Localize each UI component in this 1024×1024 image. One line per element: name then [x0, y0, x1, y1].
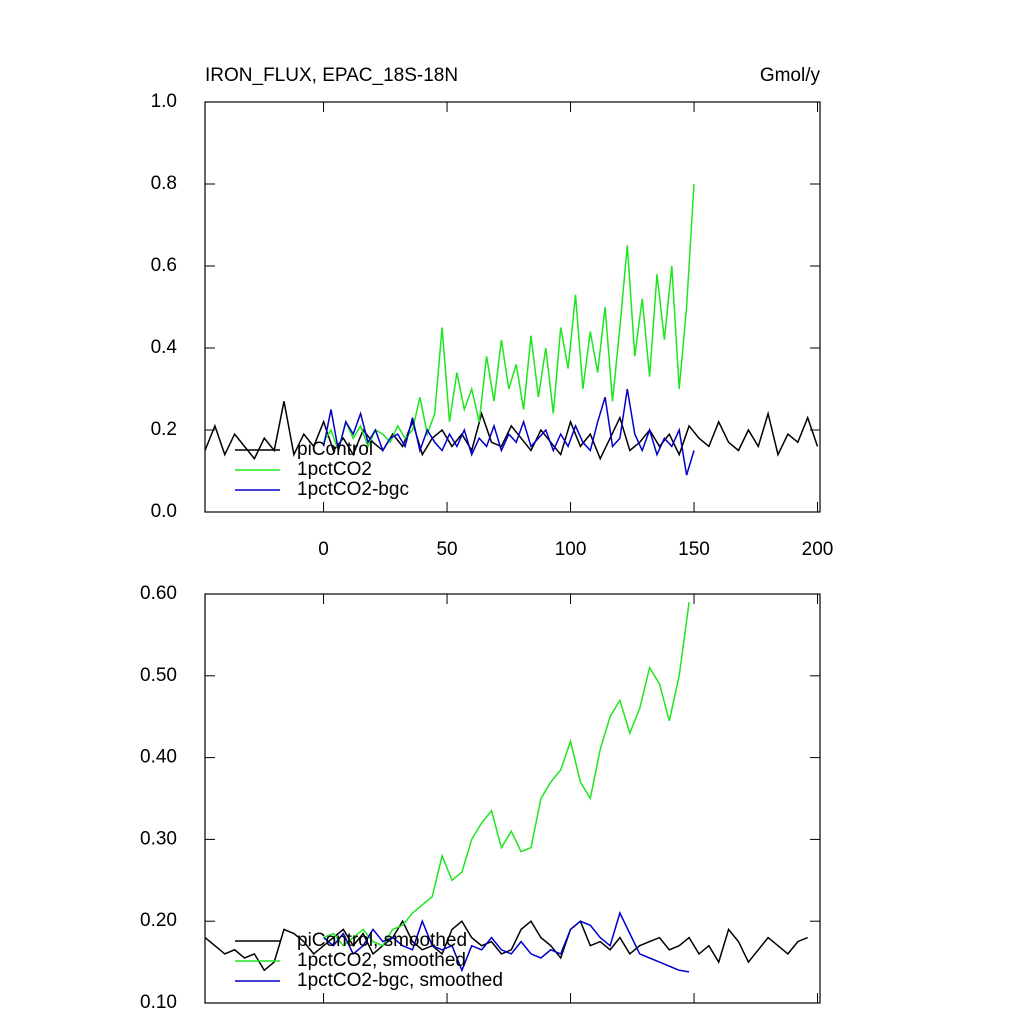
y-tick-label: 0.8 — [151, 173, 177, 194]
x-tick-label: 150 — [678, 539, 710, 560]
y-tick-label: 0.4 — [151, 337, 178, 358]
y-tick-label: 0.20 — [140, 910, 177, 931]
y-tick-label: 0.6 — [151, 255, 177, 276]
legend-label: 1pctCO2, smoothed — [297, 950, 466, 971]
plot-frame — [204, 101, 821, 513]
series-line — [204, 401, 819, 461]
x-tick-label: 0 — [318, 539, 329, 560]
series-line — [323, 910, 690, 973]
y-tick-label: 0.50 — [140, 665, 177, 686]
legend-label: piControl — [297, 439, 373, 460]
plot-frame — [204, 593, 821, 1004]
series-line — [322, 183, 695, 454]
series-line — [204, 919, 808, 972]
legend-label: 1pctCO2 — [297, 459, 372, 480]
legend-label: 1pctCO2-bgc — [297, 479, 409, 500]
chart-title: IRON_FLUX, EPAC_18S-18N — [205, 65, 458, 86]
x-tick-label: 50 — [436, 539, 457, 560]
y-tick-label: 0.30 — [140, 828, 177, 849]
y-tick-label: 0.40 — [140, 747, 177, 768]
y-tick-label: 0.2 — [151, 419, 177, 440]
y-tick-label: 0.60 — [140, 583, 177, 604]
y-tick-label: 1.0 — [151, 91, 177, 112]
x-tick-label: 100 — [555, 539, 587, 560]
y-tick-label: 0.10 — [140, 992, 177, 1013]
series-line — [323, 602, 690, 947]
units-label: Gmol/y — [760, 65, 821, 86]
x-tick-label: 200 — [802, 539, 834, 560]
series-line — [322, 388, 695, 476]
legend-label: 1pctCO2-bgc, smoothed — [297, 970, 503, 991]
legend-label: piControl, smoothed — [297, 930, 467, 951]
y-tick-label: 0.0 — [151, 501, 177, 522]
